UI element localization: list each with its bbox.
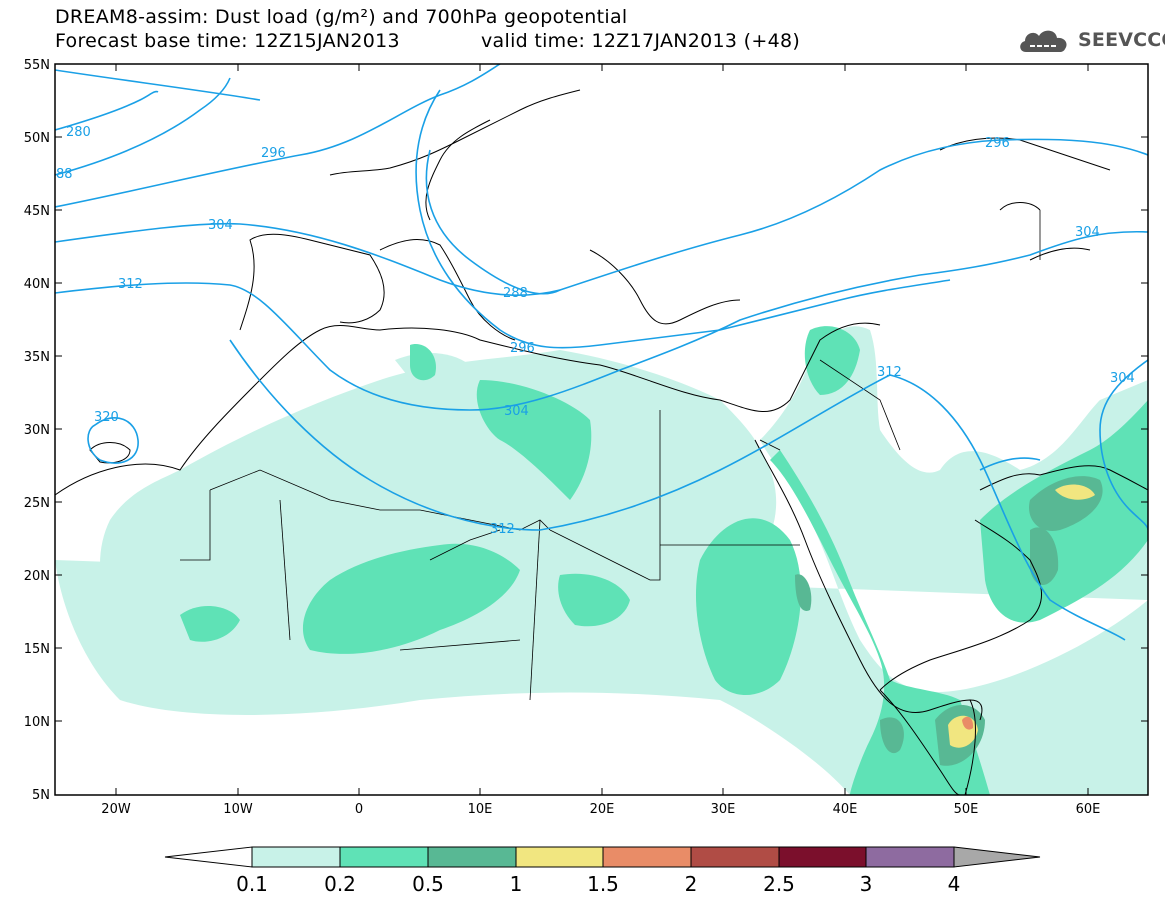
colorbar-swatch bbox=[427, 846, 517, 868]
lon-label: 40E bbox=[833, 802, 858, 817]
lat-label: 5N bbox=[32, 788, 50, 803]
cloud-icon bbox=[1020, 30, 1067, 52]
lat-label: 40N bbox=[24, 277, 50, 292]
colorbar-label: 2.5 bbox=[763, 872, 795, 896]
contour-label: 280 bbox=[66, 125, 91, 140]
dust-level-15 bbox=[962, 716, 974, 730]
dust-level-01 bbox=[55, 326, 1148, 795]
contour-label: 304 bbox=[1110, 371, 1135, 386]
geopotential-contours bbox=[55, 64, 1148, 641]
colorbar-label: 3 bbox=[860, 872, 873, 896]
colorbar-swatch bbox=[251, 846, 341, 868]
contour-label: 320 bbox=[94, 410, 119, 425]
lon-label: 30E bbox=[711, 802, 736, 817]
colorbar-label: 1 bbox=[510, 872, 523, 896]
lon-label: 10E bbox=[468, 802, 493, 817]
contour-label: 304 bbox=[208, 218, 233, 233]
seevccc-logo: SEEVCCC bbox=[1018, 24, 1165, 58]
contour-label: 312 bbox=[118, 277, 143, 292]
map-title: DREAM8-assim: Dust load (g/m²) and 700hP… bbox=[55, 6, 628, 28]
contour-label: 304 bbox=[1075, 225, 1100, 240]
colorbar-swatch bbox=[778, 846, 867, 868]
dust-field bbox=[55, 326, 1148, 795]
contour-labels: 280 88 296 304 312 320 288 296 304 312 3… bbox=[56, 125, 1135, 537]
contour-label: 296 bbox=[985, 136, 1010, 151]
forecast-base-time: Forecast base time: 12Z15JAN2013 bbox=[55, 30, 400, 52]
lon-label: 10W bbox=[223, 802, 253, 817]
colorbar-swatch bbox=[339, 846, 429, 868]
colorbar-swatch bbox=[602, 846, 692, 868]
lon-label: 60E bbox=[1076, 802, 1101, 817]
lat-label: 35N bbox=[24, 350, 50, 365]
latitude-axis: 55N 50N 45N 40N 35N 30N 25N 20N 15N 10N … bbox=[24, 58, 1148, 803]
lat-label: 25N bbox=[24, 496, 50, 511]
map-subtitle: Forecast base time: 12Z15JAN2013 valid ti… bbox=[55, 30, 800, 52]
colorbar bbox=[164, 846, 1041, 868]
valid-time: valid time: 12Z17JAN2013 (+48) bbox=[481, 30, 801, 52]
lat-label: 20N bbox=[24, 569, 50, 584]
colorbar-label: 0.1 bbox=[236, 872, 268, 896]
contour-label: 312 bbox=[877, 365, 902, 380]
contour-label: 88 bbox=[56, 167, 73, 182]
contour-label: 304 bbox=[504, 404, 529, 419]
lat-label: 50N bbox=[24, 131, 50, 146]
colorbar-label: 0.2 bbox=[324, 872, 356, 896]
lat-label: 10N bbox=[24, 715, 50, 730]
longitude-axis: 20W 10W 0 10E 20E 30E 40E 50E 60E bbox=[101, 64, 1100, 817]
colorbar-swatch bbox=[865, 846, 955, 868]
contour-label: 312 bbox=[490, 522, 515, 537]
contour-label: 296 bbox=[261, 146, 286, 161]
colorbar-labels: 0.1 0.2 0.5 1 1.5 2 2.5 3 4 bbox=[236, 872, 960, 896]
colorbar-swatch bbox=[515, 846, 604, 868]
contour-label: 296 bbox=[510, 341, 535, 356]
colorbar-low-arrow bbox=[164, 846, 253, 868]
logo-label: SEEVCCC bbox=[1078, 29, 1165, 51]
colorbar-label: 2 bbox=[685, 872, 698, 896]
colorbar-label: 0.5 bbox=[412, 872, 444, 896]
lat-label: 45N bbox=[24, 204, 50, 219]
colorbar-swatch bbox=[690, 846, 780, 868]
lon-label: 0 bbox=[355, 802, 363, 817]
lon-label: 20E bbox=[590, 802, 615, 817]
lon-label: 50E bbox=[954, 802, 979, 817]
colorbar-label: 1.5 bbox=[587, 872, 619, 896]
lat-label: 15N bbox=[24, 642, 50, 657]
lon-label: 20W bbox=[101, 802, 131, 817]
lat-label: 30N bbox=[24, 423, 50, 438]
colorbar-label: 4 bbox=[948, 872, 961, 896]
colorbar-high-arrow bbox=[953, 846, 1041, 868]
lat-label: 55N bbox=[24, 58, 50, 73]
contour-label: 288 bbox=[503, 286, 528, 301]
